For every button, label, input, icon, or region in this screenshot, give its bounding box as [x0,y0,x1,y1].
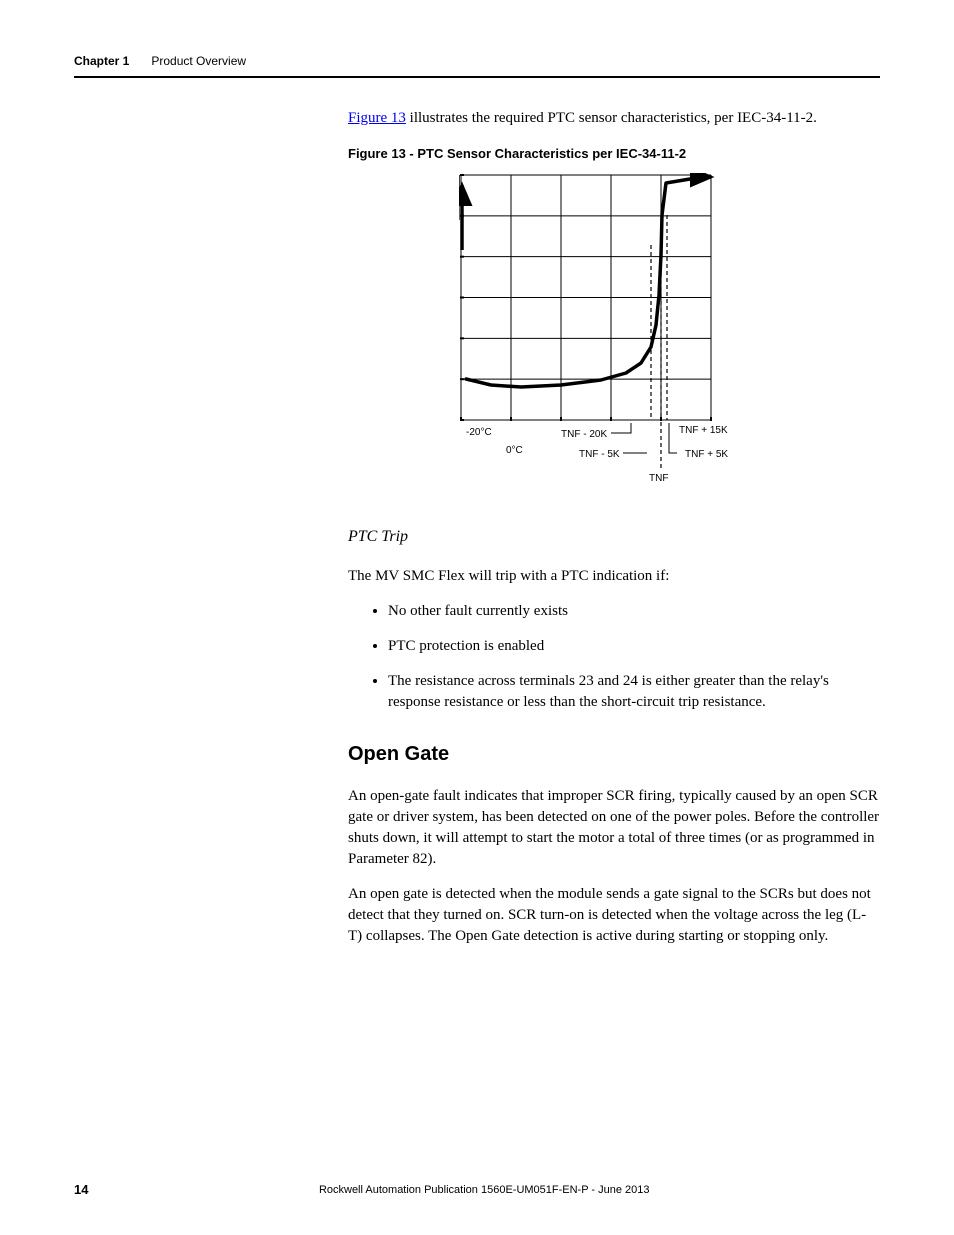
svg-text:TNF: TNF [649,473,668,484]
page-footer: 14 Rockwell Automation Publication 1560E… [74,1182,880,1197]
footer-publication: Rockwell Automation Publication 1560E-UM… [88,1184,880,1196]
open-gate-heading: Open Gate [348,743,880,766]
ptc-trip-list: No other fault currently exists PTC prote… [348,601,880,713]
ptc-chart: -20°C 0°C TNF - 20K TNF - 5K TNF + 15K TNF + … [459,173,769,498]
ptc-trip-item: The resistance across terminals 23 and 2… [388,671,880,713]
svg-text:TNF - 5K: TNF - 5K [579,449,620,460]
svg-text:-20°C: -20°C [466,427,492,438]
figure-caption: Figure 13 - PTC Sensor Characteristics p… [348,146,880,161]
ptc-trip-item: No other fault currently exists [388,601,880,622]
chapter-title: Product Overview [151,54,246,68]
ptc-trip-heading: PTC Trip [348,528,880,546]
page-header: Chapter 1 Product Overview [74,52,880,78]
page-number: 14 [74,1182,88,1197]
open-gate-para2: An open gate is detected when the module… [348,884,880,947]
figure-link[interactable]: Figure 13 [348,110,406,126]
chart-svg: -20°C 0°C TNF - 20K TNF - 5K TNF + 15K TNF + … [459,173,769,493]
ptc-trip-para: The MV SMC Flex will trip with a PTC ind… [348,566,880,587]
chapter-number: Chapter 1 [74,54,129,68]
intro-text: illustrates the required PTC sensor char… [406,110,817,126]
svg-text:TNF - 20K: TNF - 20K [561,429,607,440]
open-gate-para1: An open-gate fault indicates that improp… [348,786,880,870]
svg-text:TNF + 15K: TNF + 15K [679,425,728,436]
main-content: Figure 13 illustrates the required PTC s… [348,108,880,961]
svg-text:TNF + 5K: TNF + 5K [685,449,728,460]
intro-paragraph: Figure 13 illustrates the required PTC s… [348,108,880,128]
ptc-trip-item: PTC protection is enabled [388,636,880,657]
svg-text:0°C: 0°C [506,445,523,456]
